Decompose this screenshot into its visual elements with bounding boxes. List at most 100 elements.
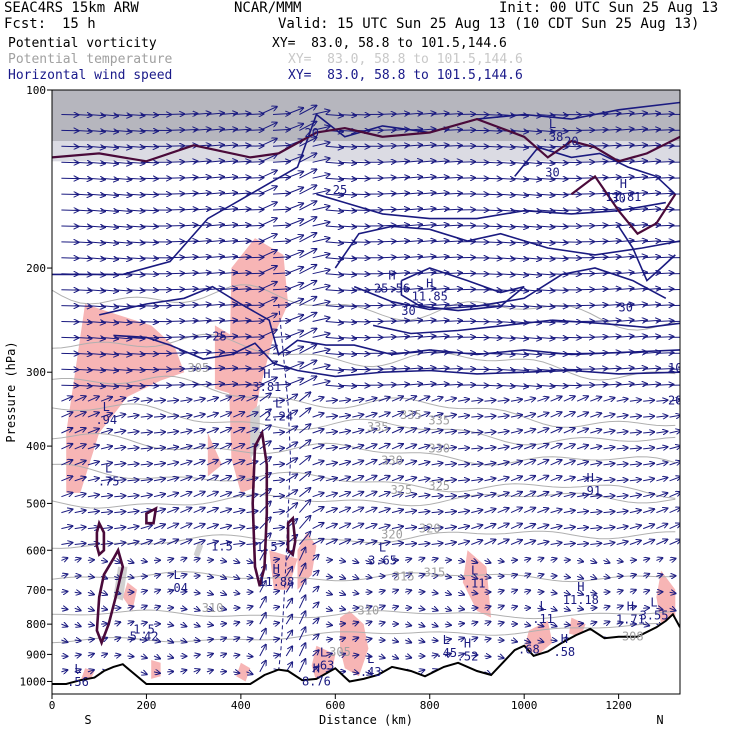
wind-vector [325, 274, 343, 275]
wind-vector [365, 656, 372, 657]
wind-vector [524, 559, 530, 561]
init-time: Init: 00 UTC Sun 25 Aug 13 [499, 0, 719, 16]
wind-vector [299, 169, 316, 179]
wind-vector [101, 242, 118, 244]
wind-vector [418, 558, 424, 561]
wind-vector [127, 258, 145, 259]
wind-vector [339, 624, 345, 625]
wind-vector [180, 492, 191, 498]
wind-vector [497, 524, 509, 530]
wind-vector [484, 306, 502, 307]
wind-vector [74, 396, 86, 402]
wind-vector [233, 655, 239, 656]
wind-vector [87, 369, 105, 370]
wind-vector [220, 225, 237, 226]
wind-vector [457, 576, 464, 578]
wind-vector [219, 492, 231, 498]
wind-vector [206, 145, 224, 147]
wind-vector [391, 656, 398, 659]
wind-vector [74, 322, 92, 323]
wind-vector [233, 444, 244, 450]
extremum-value: .68 [518, 642, 540, 656]
wind-vector [418, 397, 429, 402]
wind-vector [629, 432, 641, 433]
forecast-hours: 15 h [62, 16, 96, 32]
wind-vector [87, 274, 105, 275]
wind-vector [299, 440, 310, 450]
wind-vector [312, 334, 330, 338]
wind-vector [286, 283, 303, 291]
wind-vector [219, 428, 231, 434]
wind-speed-label: 25 [212, 329, 226, 343]
updraft-shading [462, 550, 492, 618]
wind-vector [590, 528, 601, 529]
wind-vector [285, 442, 297, 450]
wind-vector [656, 508, 667, 514]
legend-theta-xy: XY= 83.0, 58.8 to 101.5,144.6 [288, 52, 523, 67]
extremum-value: .75 [98, 474, 120, 488]
wind-vector [220, 129, 237, 130]
wind-vector [219, 526, 231, 529]
wind-vector [180, 177, 197, 178]
wind-vector [87, 337, 105, 338]
wind-vector [484, 576, 491, 577]
wind-vector [74, 130, 92, 131]
wind-vector [603, 527, 615, 529]
wind-vector [471, 638, 477, 640]
wind-vector [114, 290, 131, 291]
theta-label: 335 [428, 414, 450, 428]
wind-vector [563, 560, 570, 561]
wind-vector [312, 238, 330, 243]
extremum-value: .56 [67, 675, 89, 689]
wind-vector [220, 368, 237, 369]
wind-vector [140, 210, 158, 211]
wind-vector [405, 304, 422, 305]
wind-vector [127, 242, 145, 243]
wind-vector [220, 336, 237, 337]
wind-vector [101, 385, 118, 387]
wind-vector [127, 656, 134, 657]
wind-speed-label: 30 [618, 301, 632, 315]
wind-vector [458, 448, 469, 449]
wind-vector [61, 476, 72, 482]
wind-vector [338, 524, 350, 530]
wind-vector [629, 479, 641, 480]
wind-vector [444, 464, 456, 465]
wind-vector [259, 202, 277, 211]
wind-vector [378, 162, 396, 163]
wind-vector [338, 446, 350, 449]
wind-vector [259, 378, 277, 386]
theta-label: 320 [419, 522, 441, 536]
wind-vector [537, 592, 543, 593]
wind-vector [206, 525, 218, 529]
wind-vector [233, 289, 250, 290]
wind-vector [444, 241, 462, 242]
wind-vector [127, 448, 139, 449]
x-tick-label: 400 [231, 699, 251, 712]
wind-vector [233, 257, 250, 258]
wind-vector [550, 476, 562, 482]
wind-vector [140, 432, 152, 433]
wind-vector [550, 460, 562, 466]
wind-vector [101, 258, 118, 260]
wind-vector [180, 540, 191, 545]
updraft-shading [151, 660, 161, 679]
wind-vector [61, 543, 72, 545]
extremum-letter: L [471, 564, 478, 578]
wind-vector [233, 305, 250, 306]
wind-vector [193, 655, 200, 656]
wind-vector [325, 639, 332, 640]
wind-vector [431, 113, 449, 114]
wind-vector [312, 587, 319, 593]
wind-vector [391, 320, 409, 321]
updraft-shading [66, 304, 185, 493]
wind-vector [206, 368, 224, 370]
wind-vector [298, 595, 305, 609]
wind-vector [220, 209, 237, 210]
wind-vector [312, 571, 319, 577]
wind-vector [391, 477, 403, 482]
wind-vector [405, 656, 411, 658]
wind-vector [101, 479, 112, 481]
wind-vector [431, 320, 449, 321]
wind-vector [127, 542, 139, 545]
